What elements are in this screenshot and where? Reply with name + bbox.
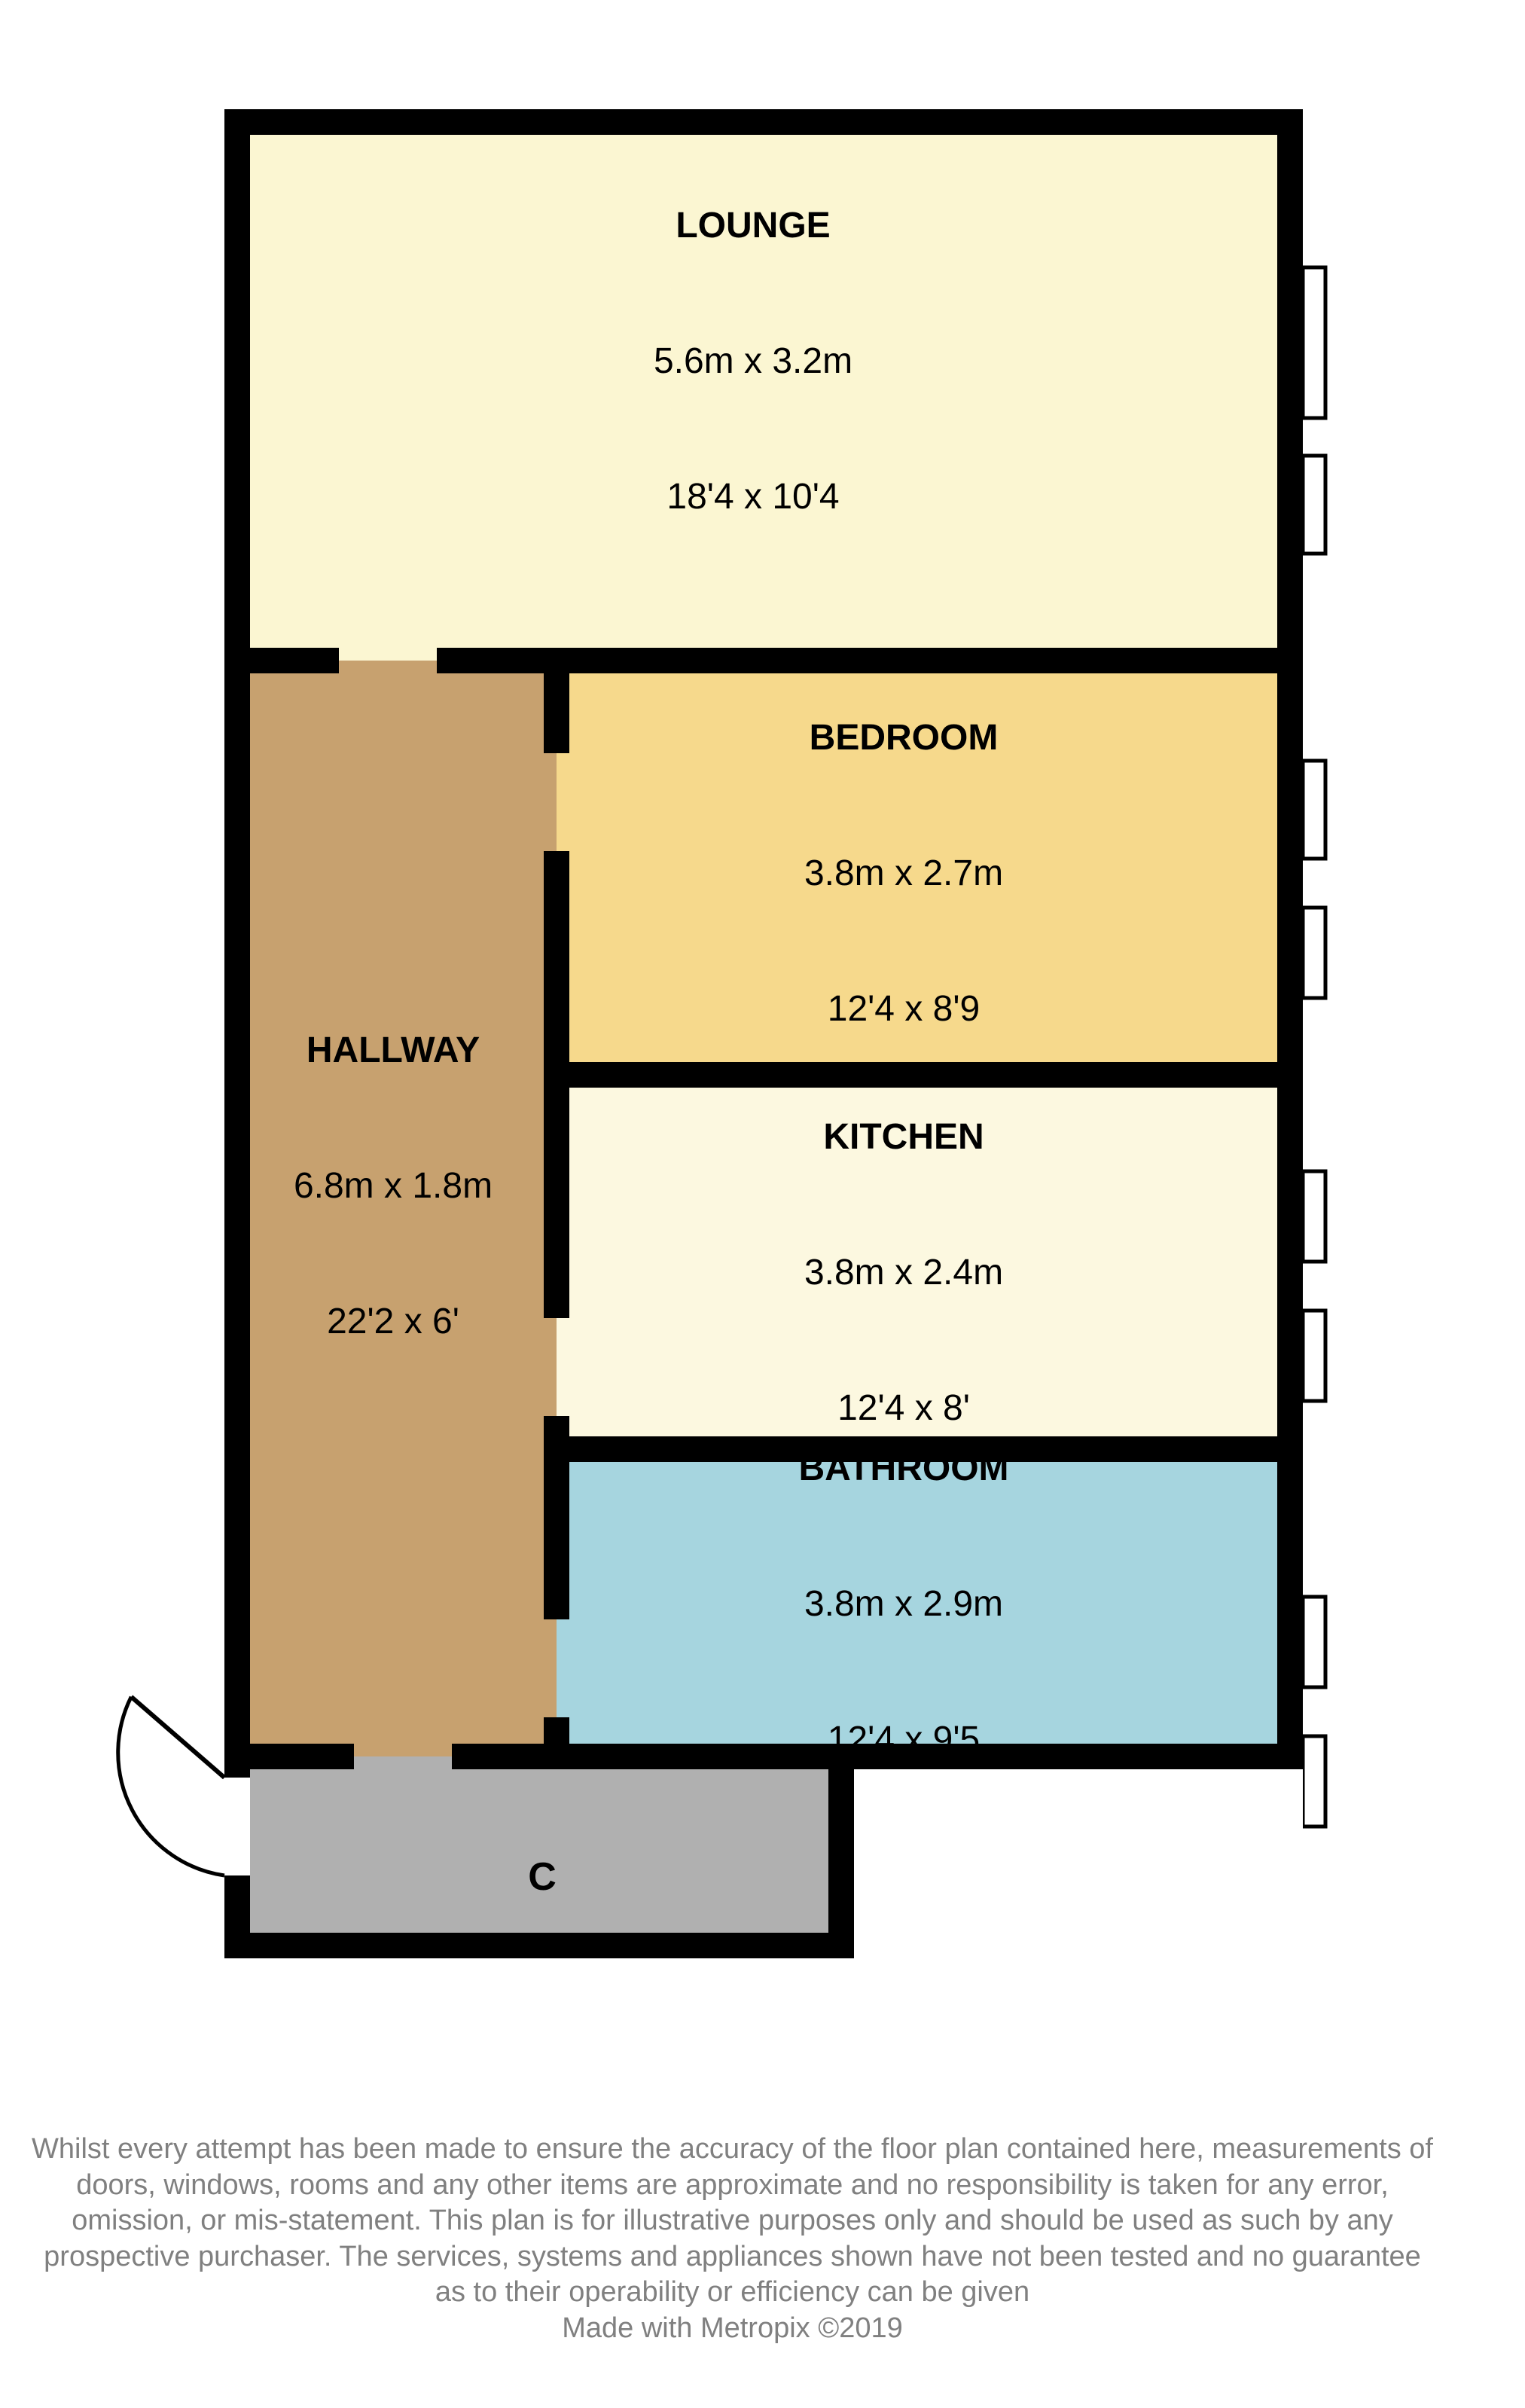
closet-label: C	[528, 1755, 557, 1951]
hallway-metric: 6.8m x 1.8m	[294, 1164, 493, 1209]
bedroom-name: BEDROOM	[804, 716, 1003, 761]
disclaimer-content: Whilst every attempt has been made to en…	[32, 2133, 1433, 2308]
bathroom-name: BATHROOM	[798, 1446, 1008, 1491]
lounge-metric: 5.6m x 3.2m	[654, 339, 852, 384]
closet-name: C	[528, 1853, 557, 1902]
credit-content: Made with Metropix ©2019	[562, 2312, 903, 2344]
hallway-name: HALLWAY	[294, 1028, 493, 1073]
bedroom-metric: 3.8m x 2.7m	[804, 851, 1003, 896]
bathroom-label: BATHROOM 3.8m x 2.9m 12'4 x 9'5	[798, 1356, 1008, 1808]
bathroom-imperial: 12'4 x 9'5	[798, 1717, 1008, 1763]
hallway-label: HALLWAY 6.8m x 1.8m 22'2 x 6'	[294, 938, 493, 1390]
kitchen-name: KITCHEN	[804, 1115, 1003, 1160]
lounge-label: LOUNGE 5.6m x 3.2m 18'4 x 10'4	[654, 113, 852, 565]
disclaimer-text: Whilst every attempt has been made to en…	[0, 2132, 1465, 2346]
bathroom-metric: 3.8m x 2.9m	[798, 1582, 1008, 1627]
bedroom-label: BEDROOM 3.8m x 2.7m 12'4 x 8'9	[804, 625, 1003, 1077]
lounge-name: LOUNGE	[654, 203, 852, 249]
hallway-imperial: 22'2 x 6'	[294, 1299, 493, 1344]
kitchen-metric: 3.8m x 2.4m	[804, 1250, 1003, 1296]
lounge-imperial: 18'4 x 10'4	[654, 475, 852, 520]
